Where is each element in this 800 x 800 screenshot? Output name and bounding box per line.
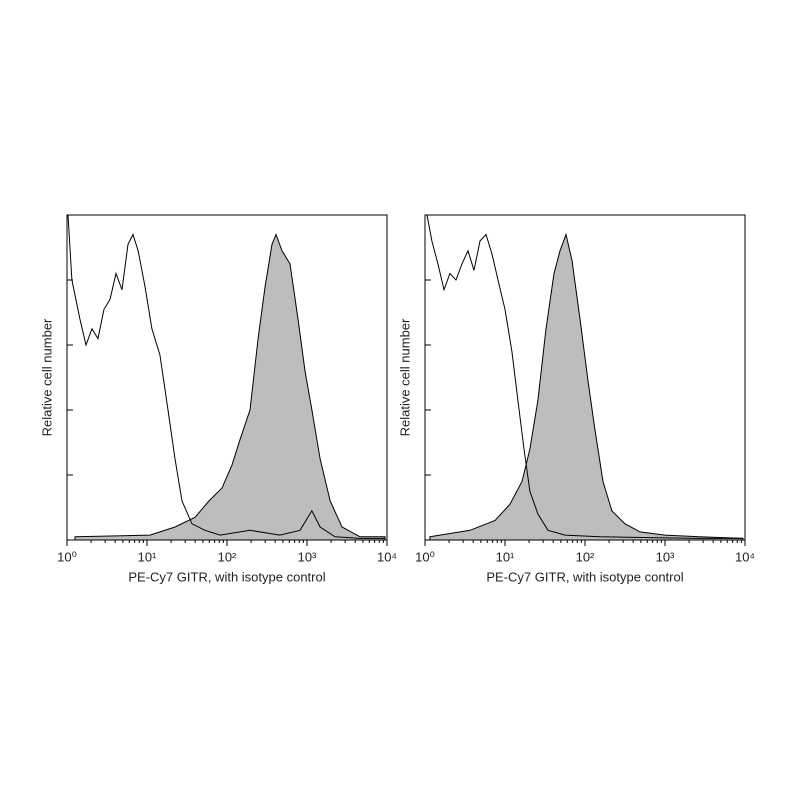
x-tick-label: 10¹ [496, 549, 515, 564]
histogram-line [67, 214, 385, 539]
x-tick-label: 10⁰ [415, 549, 435, 564]
x-tick-label: 10² [576, 549, 595, 564]
x-tick-label: 10⁴ [735, 549, 755, 564]
x-tick-label: 10³ [298, 549, 317, 564]
x-tick-label: 10³ [656, 549, 675, 564]
histogram-area [74, 233, 386, 541]
histogram-line [426, 214, 743, 539]
x-axis-label: PE-Cy7 GITR, with isotype control [486, 569, 683, 584]
x-tick-label: 10⁰ [57, 549, 77, 564]
x-tick-label: 10¹ [138, 549, 157, 564]
x-tick-label: 10⁴ [377, 549, 397, 564]
y-axis-label: Relative cell number [39, 318, 54, 436]
histogram-area [429, 232, 744, 541]
x-axis-label: PE-Cy7 GITR, with isotype control [128, 569, 325, 584]
x-tick-label: 10² [218, 549, 237, 564]
y-axis-label: Relative cell number [397, 318, 412, 436]
